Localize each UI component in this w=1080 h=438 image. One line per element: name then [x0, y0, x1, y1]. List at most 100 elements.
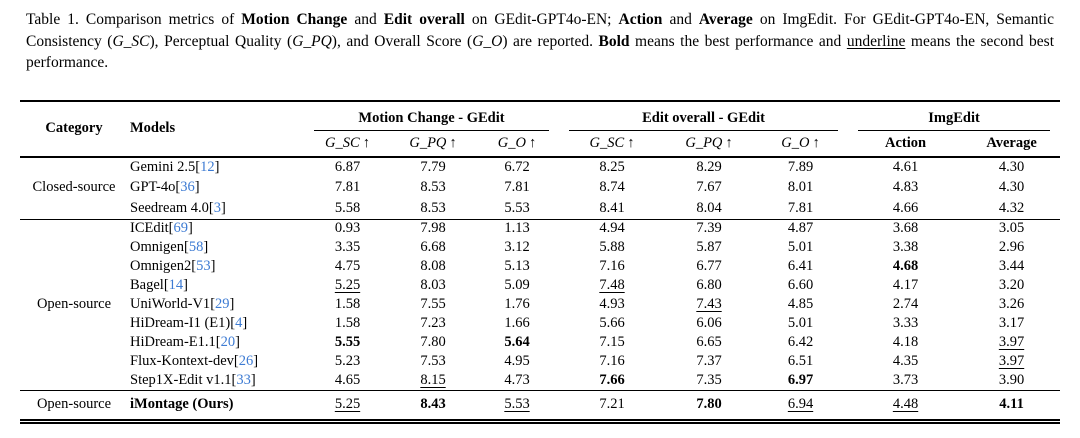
metric-cell: 5.87	[696, 239, 722, 256]
citation-link[interactable]: 58	[188, 239, 204, 256]
table-row: GPT-4o[36] 7.81 8.53 7.81 8.74 7.67 8.01 4.83 4.…	[20, 178, 1060, 199]
metric-cell: 5.58	[334, 199, 361, 216]
citation-link[interactable]: 69	[173, 220, 189, 237]
metric-label: G_PQ	[409, 134, 447, 151]
citation-link[interactable]: 12	[200, 158, 215, 175]
metric-cell: 8.03	[420, 277, 446, 294]
metric-cell: 5.01	[787, 239, 814, 256]
metrics-table: Category Models Motion Change - GEdit Ed…	[20, 99, 1061, 424]
table-row: UniWorld-V1[29] 1.58 7.55 1.76 4.93 7.43 4.85 2…	[20, 296, 1060, 315]
citation-link[interactable]: 53	[196, 258, 211, 275]
citation-bracket: [	[210, 296, 216, 313]
citation-link[interactable]: 14	[168, 277, 184, 294]
citation-link[interactable]: 26	[238, 353, 254, 370]
metric-cell: 4.18	[892, 334, 919, 351]
metric-cell: 8.41	[599, 199, 625, 216]
model-cell: GPT-4o[36]	[128, 178, 304, 199]
metric-cell: 3.12	[504, 239, 530, 256]
metric-cell: 6.97	[787, 371, 814, 388]
metric-cell: 5.53	[504, 396, 530, 413]
column-header-motion-gpq: G_PQ ↑	[391, 131, 475, 157]
table-row: Closed-source Gemini 2.5[12] 6.87 7.79 6.72 8…	[20, 157, 1060, 196]
model-name: Gemini 2.5	[130, 158, 196, 175]
metric-cell: 7.16	[599, 258, 625, 275]
citation-link[interactable]: 20	[220, 334, 236, 351]
metric-cell: 7.48	[599, 277, 625, 294]
column-header-motion-gsc: G_SC ↑	[304, 131, 391, 157]
table-row: Seedream 4.0[3] 5.58 8.53 5.53 8.41 8.04 7.81 4…	[20, 199, 1060, 220]
table-row: Open-source iMontage (Ours) 5.25 8.43 5.53 7.…	[20, 391, 1060, 422]
group-header-motion-change: Motion Change - GEdit	[304, 101, 559, 131]
model-cell: Flux-Kontext-dev[26]	[128, 353, 304, 372]
metric-cell: 7.81	[334, 179, 361, 196]
metric-cell: 1.58	[334, 315, 361, 332]
metric-cell: 4.85	[787, 296, 814, 313]
citation-link[interactable]: 33	[236, 371, 251, 388]
caption-segment: G_SC	[112, 32, 150, 50]
metric-cell: 8.74	[599, 179, 625, 196]
metric-cell: 0.93	[334, 220, 361, 237]
group-label-motion-change: Motion Change - GEdit	[314, 110, 549, 131]
table-row: Step1X-Edit v1.1[33] 4.65 8.15 4.73 7.66 7.35…	[20, 372, 1060, 391]
citation-bracket: ]	[221, 199, 226, 216]
metric-cell: 3.90	[998, 371, 1025, 388]
group-label-edit-overall: Edit overall - GEdit	[569, 110, 839, 131]
citation-bracket: [	[163, 277, 169, 294]
metric-cell: 4.48	[892, 396, 919, 413]
metric-cell: 5.88	[599, 239, 625, 256]
citation-bracket: [	[230, 315, 236, 332]
metric-cell: 7.98	[420, 220, 446, 237]
citation-bracket: ]	[253, 353, 259, 370]
up-arrow-icon: ↑	[449, 134, 457, 151]
metric-cell: 7.66	[599, 371, 625, 388]
metric-cell: 4.65	[334, 371, 361, 388]
metric-cell: 6.68	[420, 239, 446, 256]
metric-cell: 5.53	[504, 199, 530, 216]
metric-cell: 3.68	[892, 220, 919, 237]
metric-cell: 4.61	[892, 158, 919, 175]
metric-cell: 4.17	[892, 277, 919, 294]
model-cell: UniWorld-V1[29]	[128, 296, 304, 315]
citation-bracket: ]	[188, 220, 193, 237]
citation-bracket: [	[195, 158, 201, 175]
model-name: Step1X-Edit v1.1	[130, 371, 232, 388]
metric-cell: 7.80	[696, 396, 722, 413]
column-header-action: Action	[884, 134, 927, 151]
metric-cell: 5.01	[787, 315, 814, 332]
citation-link[interactable]: 29	[215, 296, 230, 313]
metric-cell: 1.13	[504, 220, 530, 237]
caption-segment: Edit overall	[383, 11, 465, 28]
metric-cell: 7.79	[420, 158, 446, 175]
metric-cell: 4.30	[998, 179, 1025, 196]
group-header-edit-overall: Edit overall - GEdit	[559, 101, 848, 131]
table-row: Bagel[14] 5.25 8.03 5.09 7.48 6.80 6.60 4.17 3.2…	[20, 277, 1060, 296]
caption-segment: G_PQ	[292, 32, 332, 50]
metric-cell: 4.94	[599, 220, 625, 237]
category-cell: Open-source	[36, 296, 112, 313]
metric-cell: 5.25	[334, 277, 361, 294]
citation-link[interactable]: 36	[180, 179, 195, 196]
column-header-edit-gsc: G_SC ↑	[559, 131, 665, 157]
model-cell: Omnigen[58]	[128, 239, 304, 258]
model-name: iMontage (Ours)	[130, 396, 234, 413]
up-arrow-icon: ↑	[725, 134, 733, 151]
metric-cell: 3.05	[998, 220, 1025, 237]
citation-bracket: [	[175, 179, 181, 196]
model-cell: Bagel[14]	[128, 277, 304, 296]
caption-segment: means the best performance and	[629, 32, 847, 50]
citation-link[interactable]: 3	[213, 199, 222, 216]
caption-segment: means the second best performance.	[26, 32, 1055, 72]
metric-cell: 8.25	[599, 158, 625, 175]
metric-cell: 7.39	[696, 220, 722, 237]
metric-cell: 3.20	[998, 277, 1025, 294]
metric-cell: 1.76	[504, 296, 530, 313]
metric-cell: 7.43	[696, 296, 722, 313]
metric-label: G_SC	[325, 134, 360, 151]
group-header-row: Category Models Motion Change - GEdit Ed…	[20, 101, 1060, 136]
citation-link[interactable]: 4	[235, 315, 243, 332]
metric-cell: 4.11	[999, 396, 1024, 413]
metric-cell: 3.97	[998, 353, 1025, 370]
model-name: HiDream-E1.1	[130, 334, 216, 351]
metric-cell: 4.68	[892, 258, 919, 275]
